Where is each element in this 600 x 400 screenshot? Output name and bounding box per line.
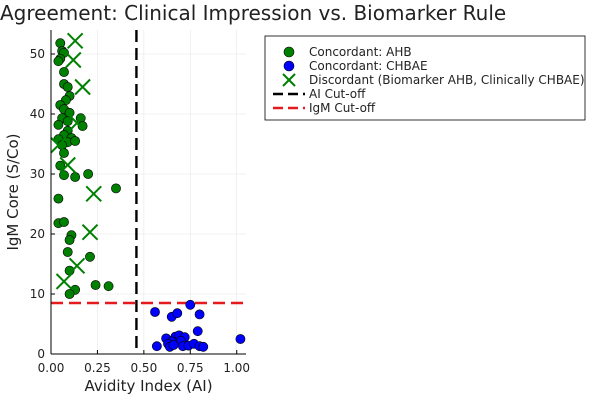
x-tick-label: 0.00 xyxy=(38,361,65,375)
discordant-point xyxy=(68,257,86,275)
ahb-point xyxy=(85,251,95,262)
discordant-point xyxy=(50,136,67,154)
plot-axes: 0.00 0.25 0.50 0.75 1.00 0 10 20 30 40 50 xyxy=(30,30,250,375)
chbae-point xyxy=(150,307,160,317)
y-tick-label: 50 xyxy=(30,47,45,61)
ahb-point xyxy=(83,169,94,179)
ahb-point xyxy=(62,116,73,127)
ahb-point xyxy=(70,136,81,146)
point-stroke xyxy=(68,257,86,275)
chbae-point xyxy=(235,334,246,344)
discordant-point xyxy=(66,32,84,50)
discordant-point xyxy=(68,114,86,132)
ahb-point xyxy=(59,148,69,158)
y-axis-title: IgM Core (S/Co) xyxy=(4,133,22,250)
ahb-point xyxy=(64,289,75,299)
chart-title: Agreement: Clinical Impression vs. Bioma… xyxy=(0,1,506,25)
legend-label: Discordant (Biomarker AHB, Clinically CH… xyxy=(309,73,585,87)
x-tick-label: 1.00 xyxy=(223,361,250,375)
point-stroke xyxy=(85,185,102,203)
discordant-point xyxy=(81,223,99,241)
ahb-point xyxy=(53,56,64,67)
x-tick-label: 0.50 xyxy=(130,361,157,375)
legend-label: IgM Cut-off xyxy=(309,101,376,115)
chbae-point xyxy=(192,326,203,337)
legend-box xyxy=(264,35,586,121)
discordant-point xyxy=(55,273,73,290)
ahb-point xyxy=(62,82,73,92)
ahb-point xyxy=(55,160,66,171)
x-axis-title: Avidity Index (AI) xyxy=(84,377,212,395)
discordant-point xyxy=(59,156,76,174)
legend-symbol-dot xyxy=(283,60,295,72)
chbae-point xyxy=(198,341,209,352)
point-stroke xyxy=(68,114,86,132)
reference-lines xyxy=(51,30,246,354)
x-tick-label: 0.75 xyxy=(177,361,204,375)
point-stroke xyxy=(81,223,99,241)
discordant-point xyxy=(85,185,102,203)
y-tick-label: 30 xyxy=(30,167,45,181)
legend-label: AI Cut-off xyxy=(309,87,366,101)
ahb-point xyxy=(62,247,73,257)
point-stroke xyxy=(50,136,67,154)
chbae-point xyxy=(194,309,205,320)
ahb-point xyxy=(111,183,121,194)
ahb-point xyxy=(53,193,64,204)
ahb-point xyxy=(64,235,75,245)
ahb-point xyxy=(103,281,114,292)
legend-label: Concordant: CHBAE xyxy=(309,59,428,73)
legend-symbol-dot xyxy=(283,46,295,58)
chbae-point xyxy=(185,299,196,310)
discordant-point xyxy=(74,78,91,96)
y-tick-label: 0 xyxy=(37,347,45,361)
ahb-point xyxy=(70,172,81,182)
ahb-point xyxy=(59,67,69,77)
data-points xyxy=(50,32,246,352)
point-stroke xyxy=(65,51,82,69)
point-stroke xyxy=(55,273,73,290)
discordant-point xyxy=(65,51,82,69)
legend-label: Concordant: AHB xyxy=(309,45,412,59)
point-stroke xyxy=(74,78,91,96)
y-tick-label: 10 xyxy=(30,287,45,301)
chbae-point xyxy=(168,340,179,350)
y-tick-label: 20 xyxy=(30,227,45,241)
plot-grid xyxy=(50,30,246,355)
point-stroke xyxy=(66,32,84,50)
ahb-point xyxy=(59,170,69,181)
ahb-point xyxy=(77,121,88,131)
chbae-point xyxy=(172,308,183,319)
ahb-point xyxy=(90,280,101,290)
chbae-point xyxy=(151,341,162,352)
ahb-point xyxy=(53,119,64,130)
legend-symbol-x xyxy=(282,73,296,87)
y-tick-label: 40 xyxy=(30,107,45,121)
ahb-point xyxy=(59,217,69,227)
x-tick-label: 0.25 xyxy=(84,361,111,375)
point-stroke xyxy=(59,156,76,174)
